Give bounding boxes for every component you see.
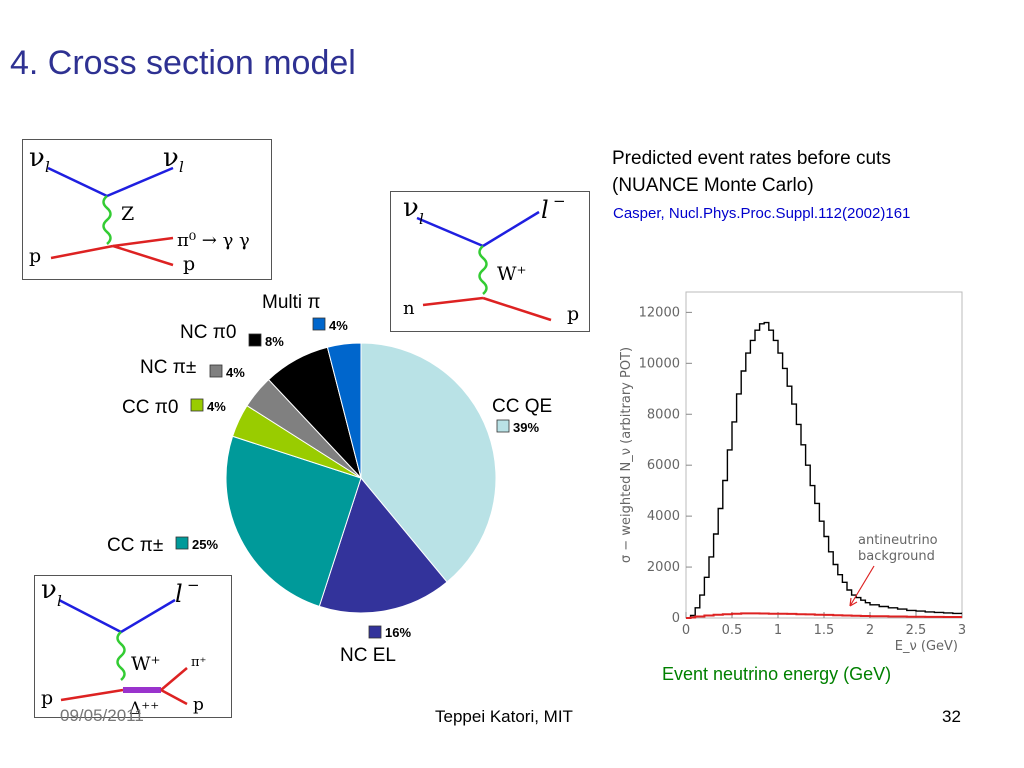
histogram-frame [685,291,963,619]
pie-percent-nc-0: 8% [265,334,284,349]
w-boson-label: W⁺ [131,653,161,675]
pie-label-nc: NC π± [140,357,196,378]
ccqe-feynman-diagram: ν l l − W⁺ n p [390,191,590,332]
pie-legend-swatch-nc [209,364,223,378]
pi0-decay-label: π⁰ → γ γ [177,230,250,251]
pie-legend-swatch-cc-0 [190,398,204,412]
pie-legend-swatch-multi [312,317,326,331]
neutrino-energy-histogram: 0 2000 4000 6000 8000 10000 12000 0 0.5 1 1.5 2 2.5 3… [619,291,966,654]
pie-label-cc-qe: CC QE [492,396,552,417]
proton-out-label: p [183,253,195,275]
pie-slice-cc-qe [360,342,497,583]
x-tick-label: 3 [958,623,966,638]
pie-legend-swatch-nc-el [368,625,382,639]
y-tick-label: 6000 [647,458,680,473]
nu-out-label: ν [163,143,179,173]
x-tick-label: 0 [682,623,690,638]
pie-percent-cc: 25% [192,537,218,552]
y-tick-label: 4000 [647,509,680,524]
w-boson-label: W⁺ [497,263,527,285]
svg-text:−: − [553,192,566,210]
pie-percent-nc-el: 16% [385,625,411,640]
caption-line-2: (NUANCE Monte Carlo) [612,175,814,196]
pie-legend-swatch-cc [175,536,189,550]
pie-percent-multi: 4% [329,318,348,333]
proton-in-label: p [41,687,53,709]
pie-slice-multi [326,342,362,479]
x-tick-label: 2 [866,623,874,638]
pie-slice-nc-el [318,476,448,614]
svg-text:−: − [187,576,200,594]
pie-label-nc-el: NC EL [340,645,396,666]
histogram-series-neutrino [686,321,962,619]
nu-in-label: ν [403,193,419,223]
svg-text:l: l [419,210,424,228]
neutron-in-label: n [403,298,415,319]
lepton-out-label: l [175,580,183,608]
nc-pi0-feynman-diagram: ν l ν l Z p π⁰ → γ γ p [22,139,272,280]
y-tick-label: 2000 [647,560,680,575]
pie-label-cc-0: CC π0 [122,397,178,418]
y-tick-label: 10000 [639,356,680,371]
annotation-line-2: background [858,549,935,564]
x-tick-label: 2.5 [906,623,927,638]
y-tick-label: 12000 [639,305,680,320]
pie-percent-cc-0: 4% [207,399,226,414]
footer-page-number: 32 [942,707,961,726]
y-tick-label: 8000 [647,407,680,422]
pie-percent-nc: 4% [226,365,245,380]
event-rate-pie-chart: CC QE 39% NC EL 16% CC π± 25% CC π0 4% NC π± 4% NC… [107,292,552,666]
svg-text:l: l [179,158,184,176]
pie-slice-cc [225,435,362,608]
proton-out-label: p [193,695,204,715]
caption-line-1: Predicted event rates before cuts [612,148,891,169]
y-axis-label: σ − weighted N_ν (arbitrary POT) [619,347,634,563]
pie-percent-cc-qe: 39% [513,420,539,435]
svg-text:l: l [45,158,50,176]
pie-legend-swatch-cc-qe [496,419,510,433]
delta-resonance-label: Δ⁺⁺ [129,699,159,717]
z-boson-label: Z [121,203,134,225]
footer-author: Teppei Katori, MIT [435,707,573,726]
svg-text:l: l [57,592,62,610]
energy-axis-caption: Event neutrino energy (GeV) [662,664,892,684]
cc-pi-feynman-diagram: ν l l − W⁺ p Δ⁺⁺ π⁺ p [34,575,232,718]
proton-out-label: p [567,303,579,325]
pie-label-cc: CC π± [107,535,163,556]
histogram-series-antineutrino [686,612,962,619]
citation-text: Casper, Nucl.Phys.Proc.Suppl.112(2002)16… [613,205,911,222]
nu-in-label: ν [29,143,45,173]
x-tick-label: 0.5 [722,623,743,638]
x-axis-label: E_ν (GeV) [895,639,958,654]
pie-label-nc-0: NC π0 [180,322,236,343]
slide-title: 4. Cross section model [10,44,356,82]
annotation-line-1: antineutrino [858,533,938,548]
pie-legend-swatch-nc-0 [248,333,262,347]
y-tick-label: 0 [672,611,680,626]
footer-date: 09/05/2011 [60,706,144,725]
proton-in-label: p [29,245,41,267]
x-tick-label: 1 [774,623,782,638]
annotation-arrow [849,565,875,607]
pie-label-multi: Multi π [262,292,321,313]
annotation-arrowhead [849,597,858,607]
lepton-out-label: l [541,196,549,224]
pion-out-label: π⁺ [191,655,206,670]
x-tick-label: 1.5 [814,623,835,638]
nu-in-label: ν [41,576,57,605]
